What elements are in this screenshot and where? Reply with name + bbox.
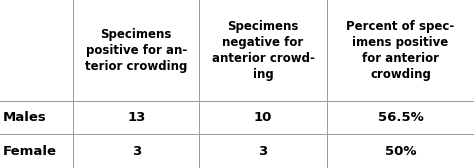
Text: Female: Female bbox=[2, 145, 56, 158]
Text: 50%: 50% bbox=[385, 145, 416, 158]
Text: 3: 3 bbox=[132, 145, 141, 158]
Text: Percent of spec-
imens positive
for anterior
crowding: Percent of spec- imens positive for ante… bbox=[346, 20, 455, 81]
Text: Males: Males bbox=[2, 111, 46, 124]
Text: 3: 3 bbox=[258, 145, 268, 158]
Text: Specimens
positive for an-
terior crowding: Specimens positive for an- terior crowdi… bbox=[85, 28, 187, 73]
Text: 10: 10 bbox=[254, 111, 272, 124]
Text: 56.5%: 56.5% bbox=[378, 111, 423, 124]
Text: Specimens
negative for
anterior crowd-
ing: Specimens negative for anterior crowd- i… bbox=[211, 20, 315, 81]
Text: 13: 13 bbox=[127, 111, 146, 124]
